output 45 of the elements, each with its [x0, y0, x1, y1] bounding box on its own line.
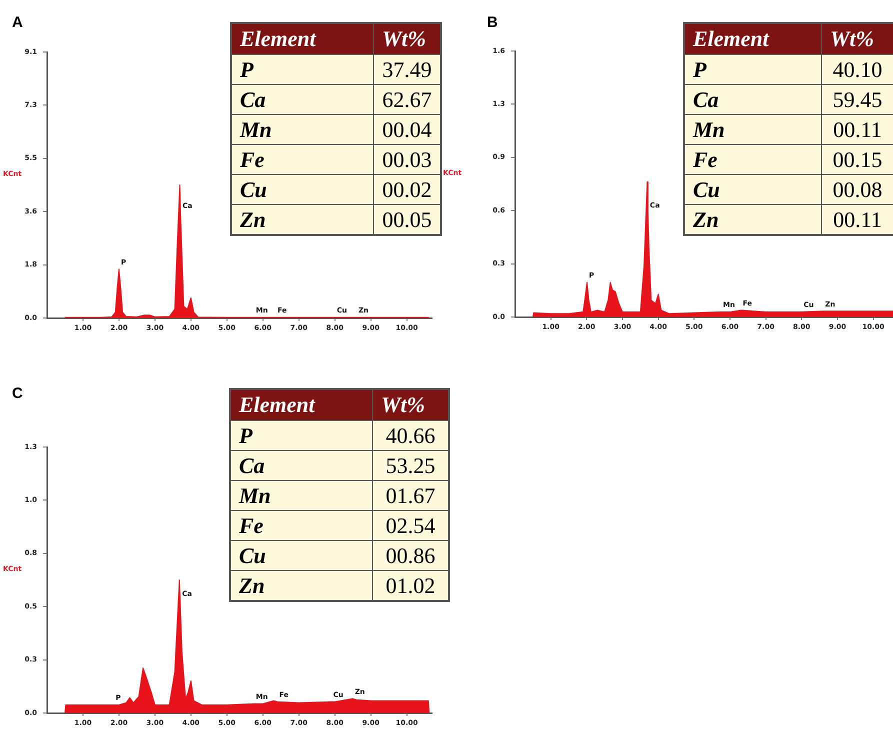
category-label: Zn: [684, 204, 822, 235]
text: 00.02: [382, 176, 432, 202]
text: 00.04: [382, 116, 432, 142]
category-label: Cu: [230, 540, 372, 570]
category-label: Zn: [231, 204, 374, 235]
category-label: Zn: [230, 570, 372, 601]
text: 00.11: [833, 116, 882, 142]
text: Element: [230, 389, 372, 420]
text: 00.03: [382, 146, 432, 172]
category-label: P: [230, 420, 372, 450]
text: 37.49: [382, 56, 432, 82]
category-label: Mn: [684, 114, 822, 144]
category-label: Mn: [230, 480, 372, 510]
text: 00.15: [832, 146, 882, 172]
category-label: Ca: [231, 84, 374, 114]
chart-title: C: [12, 385, 23, 402]
category-label: Fe: [684, 144, 822, 174]
text: Wt%: [372, 389, 449, 420]
category-label: Mn: [231, 114, 374, 144]
text: Wt%: [374, 23, 441, 54]
category-label: Ca: [230, 450, 372, 480]
text: Element: [231, 23, 374, 54]
text: Wt%: [822, 23, 893, 54]
category-label: Cu: [231, 174, 374, 204]
chart-title: B: [487, 14, 498, 31]
text: 00.11: [833, 206, 882, 232]
text: 40.10: [832, 56, 882, 82]
category-label: Cu: [684, 174, 822, 204]
category-label: P: [231, 54, 374, 84]
text: 01.02: [386, 572, 436, 598]
text: 40.66: [386, 422, 436, 448]
text: 01.67: [386, 482, 436, 508]
text: 62.67: [382, 86, 432, 112]
text: 59.45: [832, 86, 882, 112]
text: Element: [684, 23, 822, 54]
category-label: Fe: [231, 144, 374, 174]
text: 00.86: [386, 542, 436, 568]
text: 02.54: [386, 512, 436, 538]
category-label: Ca: [684, 84, 822, 114]
category-label: Fe: [230, 510, 372, 540]
text: 00.05: [382, 206, 432, 232]
text: 53.25: [386, 452, 436, 478]
chart-title: A: [12, 14, 23, 31]
text: 00.08: [832, 176, 882, 202]
category-label: P: [684, 54, 822, 84]
